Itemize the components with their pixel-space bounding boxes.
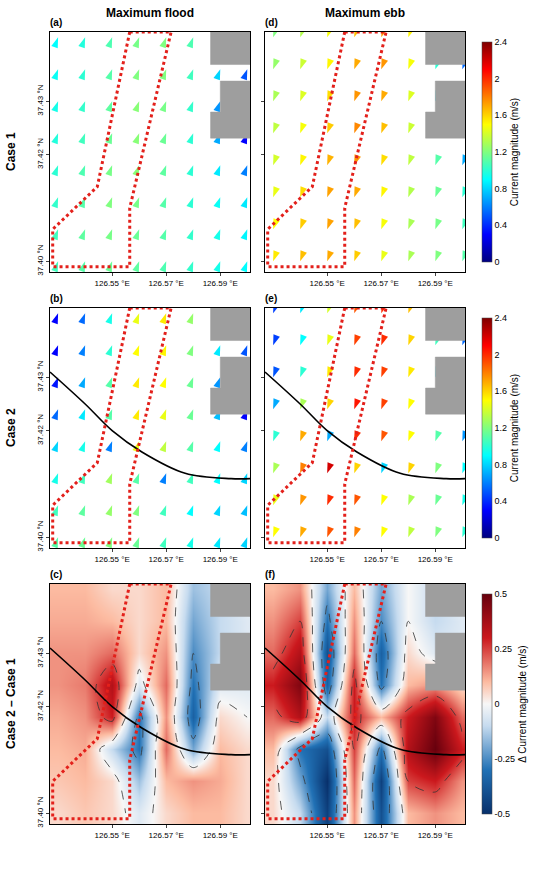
svg-text:2.4: 2.4	[495, 37, 508, 47]
svg-text:(b): (b)	[50, 293, 63, 304]
svg-text:0: 0	[495, 699, 500, 709]
svg-text:-0.5: -0.5	[495, 809, 511, 819]
svg-text:126.55 °E: 126.55 °E	[310, 279, 345, 288]
svg-text:(e): (e)	[265, 293, 277, 304]
svg-text:0: 0	[495, 533, 500, 543]
svg-text:37.42 °N: 37.42 °N	[36, 690, 45, 721]
svg-text:1.2: 1.2	[495, 147, 508, 157]
svg-text:126.59 °E: 126.59 °E	[418, 555, 453, 564]
svg-text:0.4: 0.4	[495, 496, 508, 506]
svg-text:126.57 °E: 126.57 °E	[364, 555, 399, 564]
svg-text:37.40 °N: 37.40 °N	[36, 520, 45, 551]
svg-text:126.57 °E: 126.57 °E	[364, 279, 399, 288]
svg-text:126.57 °E: 126.57 °E	[149, 555, 184, 564]
svg-text:(a): (a)	[50, 17, 62, 28]
svg-text:37.42 °N: 37.42 °N	[36, 414, 45, 445]
svg-text:0.5: 0.5	[495, 589, 508, 599]
svg-text:Maximum ebb: Maximum ebb	[325, 6, 405, 20]
svg-text:0.8: 0.8	[495, 184, 508, 194]
svg-text:126.55 °E: 126.55 °E	[95, 831, 130, 840]
svg-text:Case 2: Case 2	[4, 408, 18, 447]
svg-text:126.55 °E: 126.55 °E	[95, 279, 130, 288]
svg-text:Maximum flood: Maximum flood	[106, 6, 194, 20]
svg-text:Current magnitude (m/s): Current magnitude (m/s)	[509, 374, 520, 482]
svg-text:126.59 °E: 126.59 °E	[203, 555, 238, 564]
svg-text:Case 2 – Case 1: Case 2 – Case 1	[4, 658, 18, 749]
svg-text:126.59 °E: 126.59 °E	[203, 831, 238, 840]
svg-text:126.57 °E: 126.57 °E	[149, 831, 184, 840]
svg-text:2: 2	[495, 350, 500, 360]
svg-text:1.6: 1.6	[495, 386, 508, 396]
svg-text:37.40 °N: 37.40 °N	[36, 244, 45, 275]
svg-text:126.57 °E: 126.57 °E	[149, 279, 184, 288]
svg-text:37.43 °N: 37.43 °N	[36, 636, 45, 667]
svg-text:126.59 °E: 126.59 °E	[418, 279, 453, 288]
svg-text:37.43 °N: 37.43 °N	[36, 84, 45, 115]
svg-text:126.55 °E: 126.55 °E	[310, 831, 345, 840]
svg-text:(d): (d)	[265, 17, 278, 28]
svg-text:0: 0	[495, 257, 500, 267]
svg-text:Current magnitude (m/s): Current magnitude (m/s)	[509, 98, 520, 206]
svg-text:126.59 °E: 126.59 °E	[203, 279, 238, 288]
svg-text:37.40 °N: 37.40 °N	[36, 796, 45, 827]
svg-text:2.4: 2.4	[495, 313, 508, 323]
svg-text:(c): (c)	[50, 569, 62, 580]
svg-text:0.8: 0.8	[495, 460, 508, 470]
svg-text:Case 1: Case 1	[4, 132, 18, 171]
svg-text:-0.25: -0.25	[495, 754, 516, 764]
svg-text:126.55 °E: 126.55 °E	[95, 555, 130, 564]
svg-text:Δ Current magnitude (m/s): Δ Current magnitude (m/s)	[517, 645, 528, 762]
svg-text:126.55 °E: 126.55 °E	[310, 555, 345, 564]
svg-text:37.42 °N: 37.42 °N	[36, 138, 45, 169]
svg-text:(f): (f)	[265, 569, 275, 580]
svg-text:37.43 °N: 37.43 °N	[36, 360, 45, 391]
svg-text:1.2: 1.2	[495, 423, 508, 433]
svg-text:0.25: 0.25	[495, 644, 513, 654]
svg-text:1.6: 1.6	[495, 110, 508, 120]
svg-text:0.4: 0.4	[495, 220, 508, 230]
svg-text:126.57 °E: 126.57 °E	[364, 831, 399, 840]
svg-text:126.59 °E: 126.59 °E	[418, 831, 453, 840]
svg-text:2: 2	[495, 74, 500, 84]
